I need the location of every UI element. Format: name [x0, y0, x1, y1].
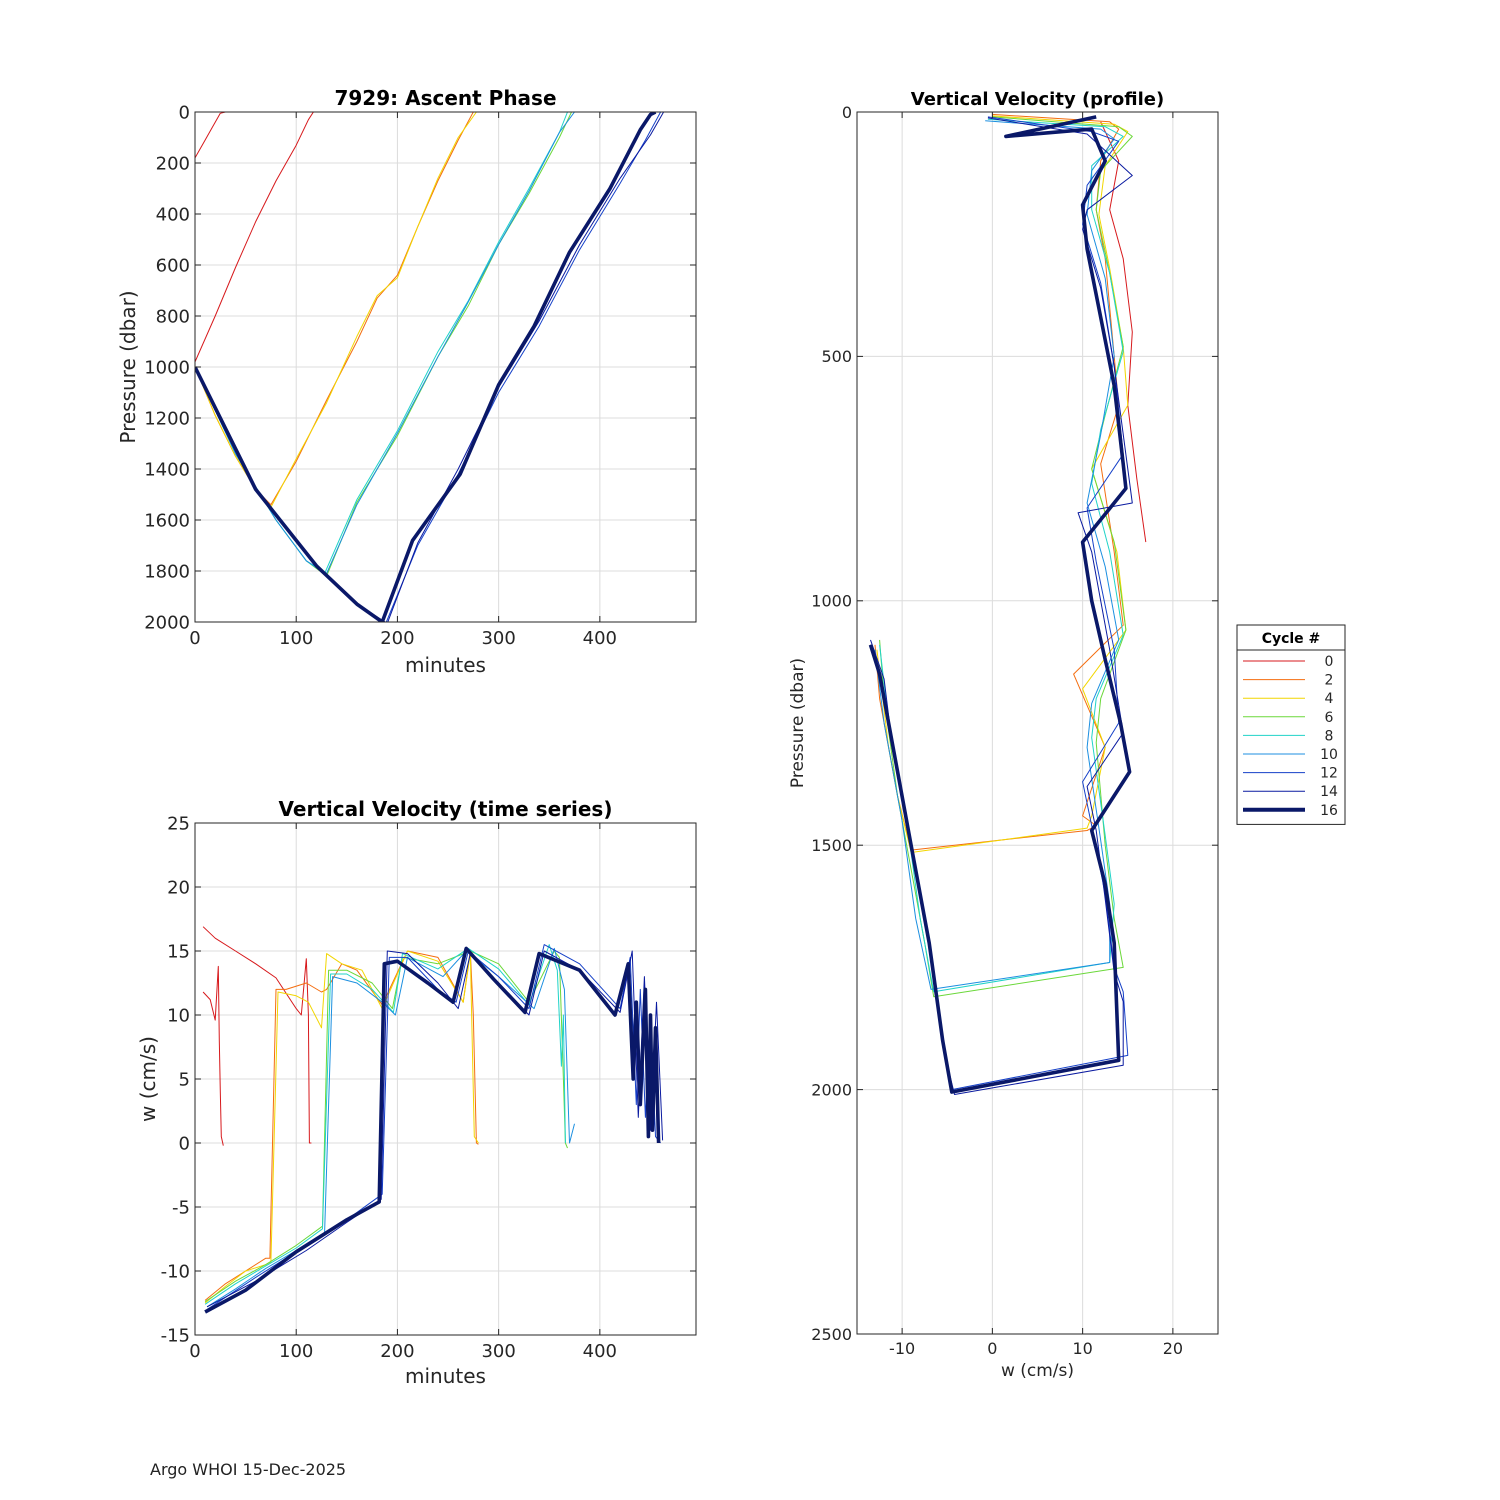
legend-label: 14 [1320, 784, 1338, 800]
legend-item: 10 [1243, 747, 1338, 763]
legend-label: 12 [1320, 766, 1338, 782]
y-tick-label: -10 [161, 1261, 190, 1282]
y-tick-label: 10 [167, 1005, 190, 1026]
y-tick-label: 1400 [144, 459, 190, 480]
legend-item: 4 [1243, 691, 1334, 707]
x-tick-label: 200 [380, 628, 414, 649]
x-tick-label: 0 [189, 628, 200, 649]
series-line-cycle-16 [868, 115, 1132, 1094]
series-line-cycle-0 [195, 112, 314, 363]
y-tick-label: 0 [842, 103, 852, 122]
series-line-cycle-16 [195, 112, 657, 622]
y-tick-label: -5 [172, 1197, 190, 1218]
legend-item: 8 [1243, 728, 1333, 744]
y-tick-label: 400 [156, 204, 190, 225]
y-tick-label: 2000 [144, 612, 190, 633]
legend-label: 2 [1325, 673, 1334, 689]
x-axis-label: w (cm/s) [1001, 1361, 1074, 1381]
y-tick-label: 1800 [144, 561, 190, 582]
y-tick-label: 1000 [811, 592, 852, 611]
series-group [868, 113, 1147, 1095]
series-line-cycle-8 [879, 118, 1124, 993]
legend-item: 6 [1243, 710, 1334, 726]
x-tick-label: -10 [889, 1339, 915, 1358]
y-tick-label: 2000 [811, 1080, 852, 1099]
series-group [195, 112, 665, 622]
chart-title: 7929: Ascent Phase [334, 86, 556, 110]
legend-item: 2 [1243, 673, 1333, 689]
series-line-cycle-0 [195, 112, 226, 159]
x-tick-label: 10 [1072, 1339, 1092, 1358]
series-line-cycle-0 [202, 926, 312, 1144]
x-axis-label: minutes [405, 1364, 486, 1388]
chart-title: Vertical Velocity (profile) [911, 89, 1165, 110]
y-tick-label: 15 [167, 941, 190, 962]
x-tick-label: 0 [987, 1339, 997, 1358]
legend-item: 0 [1243, 654, 1333, 670]
legend-label: 8 [1325, 728, 1334, 744]
series-line-cycle-10 [195, 112, 575, 574]
chart-title: Vertical Velocity (time series) [279, 797, 613, 821]
legend-item: 16 [1243, 803, 1338, 819]
plot-area [857, 112, 1218, 1334]
y-axis-label: w (cm/s) [136, 1036, 160, 1122]
legend-title: Cycle # [1262, 631, 1321, 647]
chart-profile: -10 0 10 20 0 500 1000 1500 2000 2500 Vertical Vel… [788, 89, 1219, 1381]
x-tick-label: 100 [279, 1341, 313, 1362]
y-tick-label: 5 [179, 1069, 190, 1090]
series-line-cycle-10 [874, 120, 1120, 990]
x-axis-label: minutes [405, 653, 486, 677]
series-line-cycle-0 [1100, 121, 1147, 543]
y-axis-label: Pressure (dbar) [116, 290, 140, 443]
series-group [202, 926, 664, 1314]
legend-label: 16 [1320, 803, 1338, 819]
chart-ascent: 0 100 200 300 400 0 200 400 600 800 1000 1200 1400 16… [116, 86, 697, 677]
y-tick-label: 20 [167, 877, 190, 898]
x-tick-label: 0 [189, 1341, 200, 1362]
x-tick-label: 300 [481, 628, 515, 649]
legend-label: 10 [1320, 747, 1338, 763]
y-tick-label: 0 [179, 1133, 190, 1154]
y-tick-label: 1500 [811, 836, 852, 855]
legend-label: 0 [1325, 654, 1334, 670]
y-tick-label: 0 [179, 102, 190, 123]
footer-credit: Argo WHOI 15-Dec-2025 [150, 1460, 347, 1479]
series-line-cycle-8 [204, 944, 566, 1305]
x-tick-label: 200 [380, 1341, 414, 1362]
y-tick-label: 2500 [811, 1325, 852, 1344]
chart-ts: 0 100 200 300 400 -15 -10 -5 0 5 10 15 20 25 Vertical … [136, 797, 697, 1388]
y-tick-label: 1200 [144, 408, 190, 429]
legend: Cycle #0 2 4 6 8 10 12 14 16 [1236, 624, 1346, 825]
legend-label: 6 [1325, 710, 1334, 726]
legend-item: 12 [1243, 766, 1338, 782]
y-tick-label: 1600 [144, 510, 190, 531]
legend-label: 4 [1325, 691, 1334, 707]
series-line-cycle-4 [195, 112, 477, 508]
y-tick-label: 1000 [144, 357, 190, 378]
x-tick-label: 400 [583, 1341, 617, 1362]
x-tick-label: 300 [481, 1341, 515, 1362]
y-axis-label: Pressure (dbar) [788, 658, 808, 788]
series-line-cycle-0 [202, 965, 224, 1146]
legend-item: 14 [1243, 784, 1338, 800]
x-tick-label: 20 [1163, 1339, 1183, 1358]
y-tick-label: 800 [156, 306, 190, 327]
y-tick-label: -15 [161, 1325, 190, 1346]
x-tick-label: 100 [279, 628, 313, 649]
y-tick-label: 500 [821, 347, 852, 366]
y-tick-label: 600 [156, 255, 190, 276]
series-line-cycle-16 [204, 946, 661, 1314]
y-tick-label: 200 [156, 153, 190, 174]
y-tick-label: 25 [167, 813, 190, 834]
axes-box [856, 111, 1219, 1335]
x-tick-label: 400 [583, 628, 617, 649]
